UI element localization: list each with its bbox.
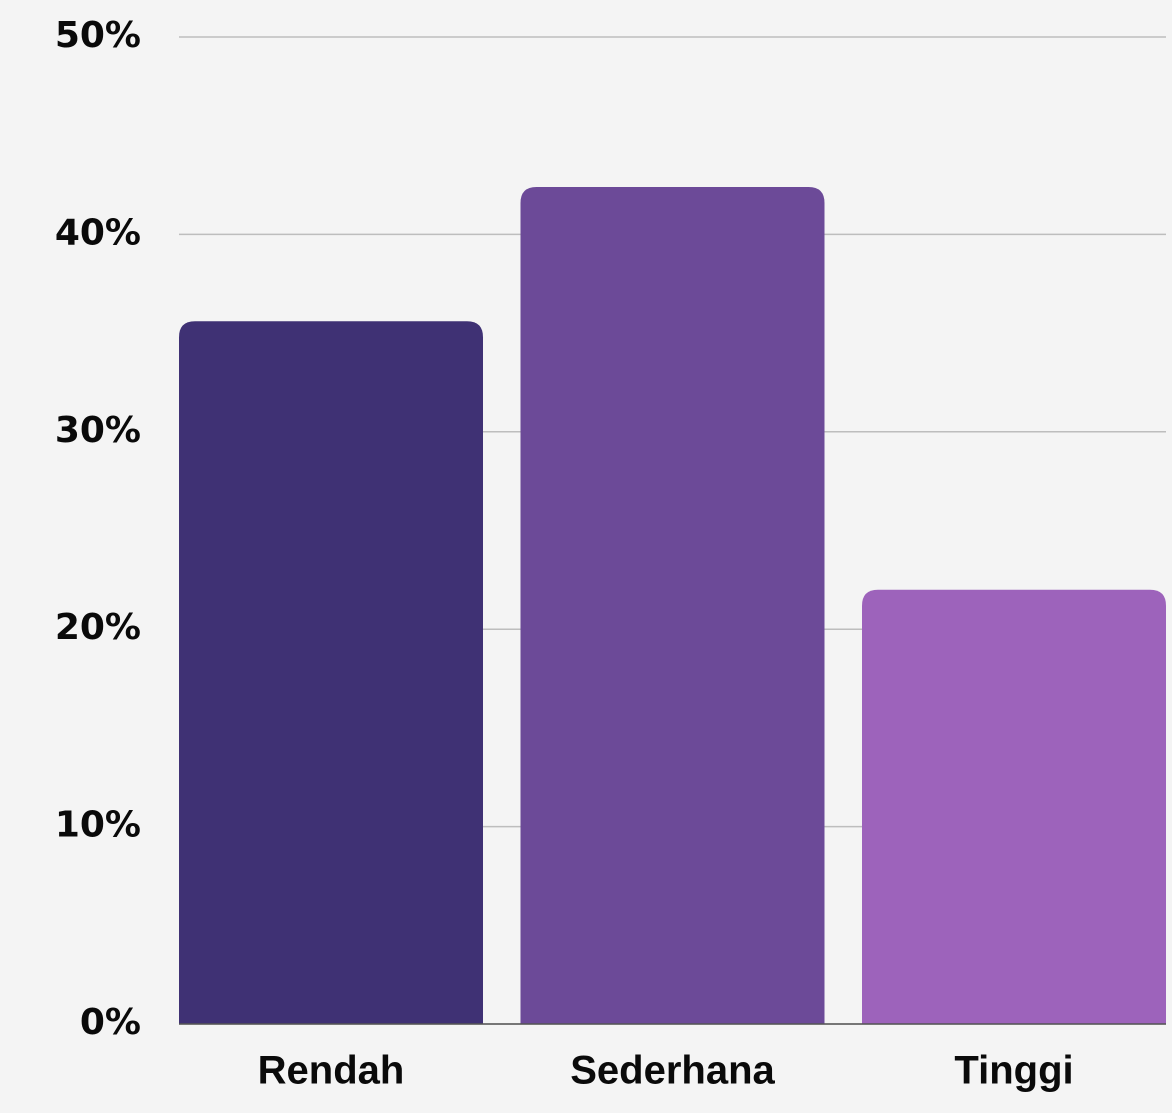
bar — [862, 589, 1166, 1024]
y-tick-label: 30% — [55, 410, 141, 451]
x-tick-label: Tinggi — [954, 1049, 1073, 1093]
y-tick-label: 10% — [55, 805, 141, 846]
y-tick-label: 20% — [55, 607, 141, 648]
x-tick-label: Sederhana — [570, 1049, 775, 1093]
y-tick-label: 0% — [80, 1002, 141, 1043]
y-tick-label: 50% — [55, 15, 141, 56]
bar — [179, 321, 483, 1025]
x-tick-label: Rendah — [258, 1049, 405, 1093]
y-tick-label: 40% — [55, 212, 141, 253]
bar — [520, 187, 825, 1025]
